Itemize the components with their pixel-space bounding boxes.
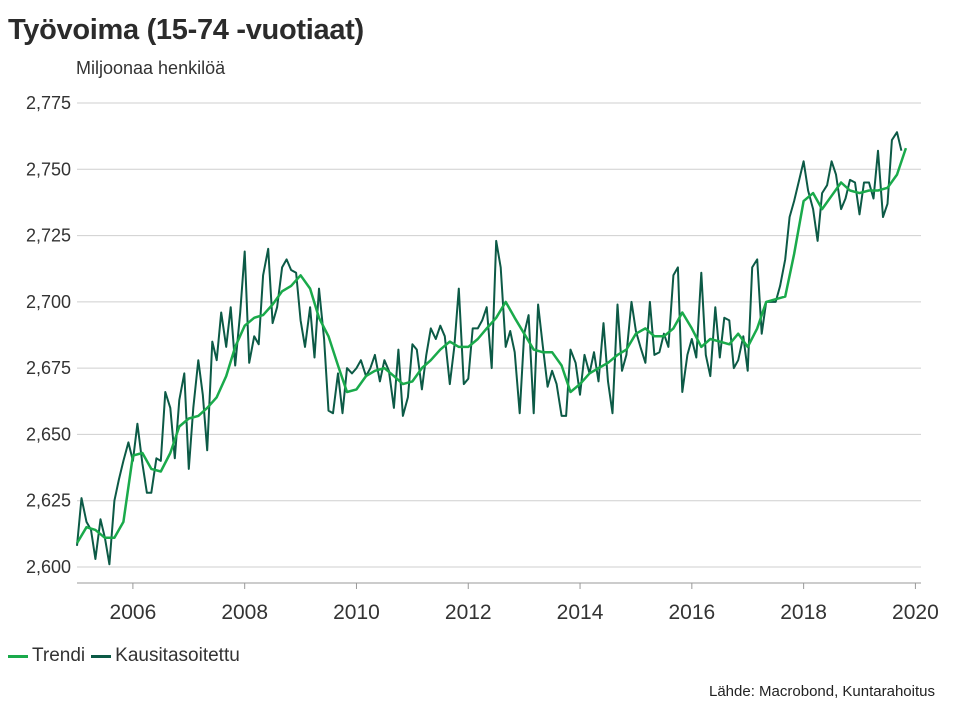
x-tick-label: 2018 xyxy=(780,601,827,624)
x-tick-label: 2020 xyxy=(892,601,939,624)
y-tick-label: 2,750 xyxy=(26,159,71,179)
series-lines xyxy=(75,131,908,566)
y-tick-label: 2,600 xyxy=(26,557,71,577)
y-tick-label: 2,650 xyxy=(26,424,71,444)
x-tick-label: 2016 xyxy=(668,601,715,624)
y-tick-label: 2,675 xyxy=(26,358,71,378)
legend-label-trendi: Trendi xyxy=(32,645,86,666)
legend-item-kausitasoitettu: Kausitasoitettu xyxy=(91,645,240,667)
y-axis: 2,600 2,625 2,650 2,675 2,700 2,725 2,750 2,775 xyxy=(26,93,71,577)
legend-swatch-trendi xyxy=(8,654,28,658)
y-tick-label: 2,725 xyxy=(26,226,71,246)
x-axis: 2006 2008 2010 2012 2014 2016 2018 2020 xyxy=(77,582,939,624)
legend-item-trendi: Trendi xyxy=(8,645,85,667)
y-tick-label: 2,700 xyxy=(26,292,71,312)
x-tick-label: 2008 xyxy=(221,601,268,624)
series-line-kausitasoitettu xyxy=(76,131,903,566)
y-tick-label: 2,775 xyxy=(26,93,71,113)
legend-swatch-kausitasoitettu xyxy=(91,654,112,658)
y-tick-label: 2,625 xyxy=(26,491,71,511)
x-tick-label: 2012 xyxy=(445,601,492,624)
legend: Trendi Kausitasoitettu xyxy=(8,645,246,667)
series-line-trendi xyxy=(75,147,908,544)
chart-title: Työvoima (15-74 -vuotiaat) xyxy=(8,14,364,46)
x-tick-label: 2014 xyxy=(557,601,604,624)
y-unit-label: Miljoonaa henkilöä xyxy=(76,58,226,78)
legend-label-kausitasoitettu: Kausitasoitettu xyxy=(115,645,240,666)
source-note: Lähde: Macrobond, Kuntarahoitus xyxy=(709,683,935,700)
x-tick-label: 2010 xyxy=(333,601,380,624)
x-tick-label: 2006 xyxy=(110,601,157,624)
gridlines xyxy=(77,102,921,568)
line-chart: 2,600 2,625 2,650 2,675 2,700 2,725 2,750 2,775… xyxy=(26,93,939,624)
